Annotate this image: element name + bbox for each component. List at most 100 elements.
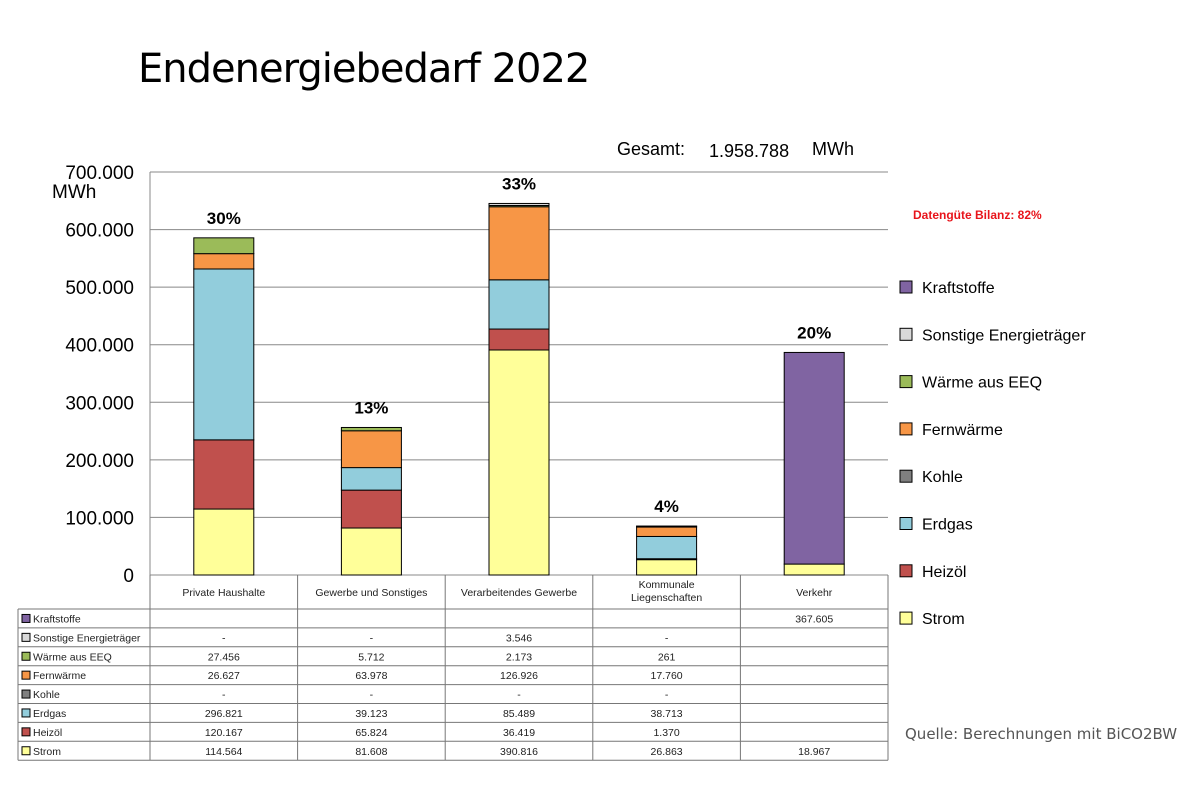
table-cell: - [370,632,374,644]
legend-label: Fernwärme [922,422,1003,439]
bar-segment-fernw-rme [193,253,255,270]
table-row-label: Fernwärme [33,670,86,682]
legend-label: Erdgas [922,517,973,534]
bar-segment-w-rme-aus-eeq [193,237,255,255]
table-cell: 17.760 [651,670,683,682]
table-row-swatch [21,689,31,699]
table-row-swatch [21,651,31,661]
table-row-label: Wärme aus EEQ [33,651,112,663]
table-cell: 18.967 [798,746,830,758]
table-column-header: Verarbeitendes Gewerbe [461,587,577,599]
legend-swatch [899,469,913,483]
table-cell: 367.605 [795,613,833,625]
table-row-swatch [21,613,31,623]
bar-segment-erdgas [193,268,255,441]
table-cell: 2.173 [506,651,532,663]
table-cell: 81.608 [355,746,387,758]
legend-swatch [899,327,913,341]
share-label: 13% [354,398,388,417]
bar-segment-erdgas [340,467,402,491]
table-row-swatch [21,727,31,737]
table-cell: 85.489 [503,708,535,720]
table-row-label: Kohle [33,689,60,701]
bar-segment-fernw-rme [340,430,402,469]
table-cell: 296.821 [205,708,243,720]
table-cell: 38.713 [651,708,683,720]
table-cell: 3.546 [506,632,532,644]
legend-swatch [899,280,913,294]
table-cell: 114.564 [205,746,242,758]
table-column-header: Verkehr [796,587,833,599]
total-unit: MWh [812,139,854,159]
table-row-label: Heizöl [33,727,62,739]
bar-segment-sonstige-energietr-ger [488,202,550,206]
y-tick-label: 200.000 [65,451,134,472]
bar-segment-w-rme-aus-eeq [636,525,698,528]
table-cell: 63.978 [355,670,387,682]
table-row-swatch [21,746,31,756]
legend-swatch [899,611,913,625]
share-label: 20% [797,323,831,342]
total-value: 1.958.788 [709,141,789,161]
legend-swatch [899,422,913,436]
bar-segment-w-rme-aus-eeq [340,426,402,432]
table-cell: 120.167 [205,727,243,739]
bar-segment-strom [636,559,698,576]
bar-segment-strom [783,563,845,576]
bar-segment-fernw-rme [636,525,698,537]
table-cell: - [222,689,226,701]
y-tick-label: 500.000 [65,278,134,299]
legend-swatch [899,564,913,578]
data-quality-note: Datengüte Bilanz: 82% [913,208,1042,222]
share-label: 33% [502,174,536,193]
bar-segment-kraftstoffe [783,351,845,565]
share-label: 30% [207,209,241,228]
table-cell: 26.863 [651,746,683,758]
table-cell: 390.816 [500,746,538,758]
table-cell: 1.370 [653,727,679,739]
legend-swatch [899,517,913,530]
y-axis-label: MWh [52,182,96,203]
legend-label: Kohle [922,469,963,486]
table-row-label: Kraftstoffe [33,613,81,625]
table-column-header: Liegenschaften [631,592,702,604]
bar-segment-erdgas [488,279,550,330]
y-tick-label: 100.000 [65,508,134,529]
y-tick-label: 700.000 [65,163,134,184]
share-label: 4% [654,497,679,516]
legend-label: Sonstige Energieträger [922,327,1086,344]
table-cell: - [665,689,669,701]
y-tick-label: 0 [123,566,134,587]
table-cell: - [665,632,669,644]
table-column-header: Kommunale [639,579,695,591]
table-cell: 261 [658,651,676,663]
table-cell: 126.926 [500,670,538,682]
table-cell: 65.824 [355,727,387,739]
y-tick-label: 400.000 [65,336,134,357]
y-tick-label: 300.000 [65,393,134,414]
table-row-label: Erdgas [33,708,66,720]
table-row-label: Sonstige Energieträger [33,632,141,644]
bar-segment-strom [193,508,255,576]
bar-segment-strom [488,349,550,576]
table-cell: 26.627 [208,670,240,682]
y-tick-label: 600.000 [65,221,134,242]
table-cell: 39.123 [355,708,387,720]
total-label: Gesamt: [617,139,685,159]
legend-label: Heizöl [922,564,966,581]
table-column-header: Private Haushalte [182,587,265,599]
bar-segment-heiz-l [340,489,402,529]
bar-segment-fernw-rme [488,206,550,281]
legend-label: Kraftstoffe [922,280,995,297]
legend-label: Strom [922,611,965,628]
table-cell: 36.419 [503,727,535,739]
legend-label: Wärme aus EEQ [922,375,1042,392]
table-cell: - [517,689,521,701]
table-row-swatch [21,632,31,642]
chart-title: Endenergiebedarf 2022 [138,46,590,92]
source-note: Quelle: Berechnungen mit BiCO2BW [905,725,1178,743]
bar-segment-heiz-l [193,439,255,510]
bar-segment-erdgas [636,535,698,560]
table-cell: 27.456 [208,651,240,663]
